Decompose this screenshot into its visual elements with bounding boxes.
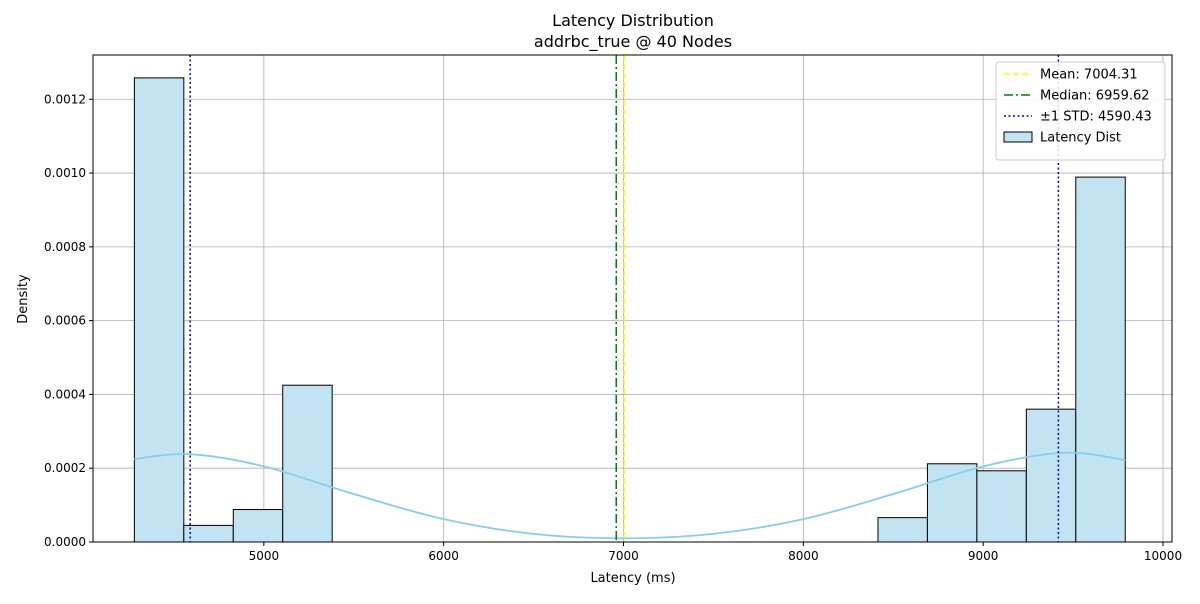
legend-label: Mean: 7004.31 — [1040, 68, 1138, 83]
axis-ticks: 5000 6000 7000 8000 9000 10000 0.0000 0.0002 0.0… — [44, 92, 1182, 563]
histogram-bar — [1025, 408, 1077, 543]
chart-title: Latency Distribution — [552, 11, 714, 30]
histogram-bars — [133, 77, 1126, 543]
y-tick-label: 0.0000 — [44, 535, 86, 549]
x-tick-label: 10000 — [1144, 549, 1182, 563]
x-tick-label: 9000 — [968, 549, 999, 563]
histogram-bar — [133, 77, 185, 543]
histogram-bar — [926, 463, 978, 543]
x-tick-label: 5000 — [249, 549, 280, 563]
legend: Mean: 7004.31 Median: 6959.62 ±1 STD: 4590… — [995, 61, 1166, 161]
y-axis-label: Density — [16, 274, 31, 324]
kde-curve — [134, 451, 1126, 540]
legend-box — [995, 61, 1166, 161]
y-tick-label: 0.0012 — [44, 92, 86, 106]
y-tick-label: 0.0002 — [44, 461, 86, 475]
chart-subtitle: addrbc_true @ 40 Nodes — [534, 32, 732, 52]
y-tick-label: 0.0008 — [44, 240, 86, 254]
histogram-bar — [282, 384, 333, 543]
histogram-bar — [183, 524, 234, 543]
kde-curve-group — [134, 451, 1126, 540]
legend-label: Latency Dist — [1040, 131, 1121, 146]
histogram-bar — [232, 509, 284, 543]
x-tick-label: 7000 — [608, 549, 639, 563]
x-tick-label: 6000 — [428, 549, 459, 563]
y-tick-label: 0.0006 — [44, 314, 86, 328]
legend-swatch-hist — [1003, 131, 1033, 143]
legend-label: ±1 STD: 4590.43 — [1040, 110, 1152, 125]
legend-label: Median: 6959.62 — [1040, 89, 1150, 104]
x-axis-label: Latency (ms) — [590, 571, 675, 586]
y-tick-label: 0.0010 — [44, 166, 86, 180]
histogram-bar — [877, 517, 928, 543]
plot-frame — [92, 54, 1173, 543]
x-tick-label: 8000 — [788, 549, 819, 563]
y-tick-label: 0.0004 — [44, 387, 86, 401]
histogram-bar — [976, 470, 1027, 543]
histogram-bar — [1075, 176, 1126, 543]
